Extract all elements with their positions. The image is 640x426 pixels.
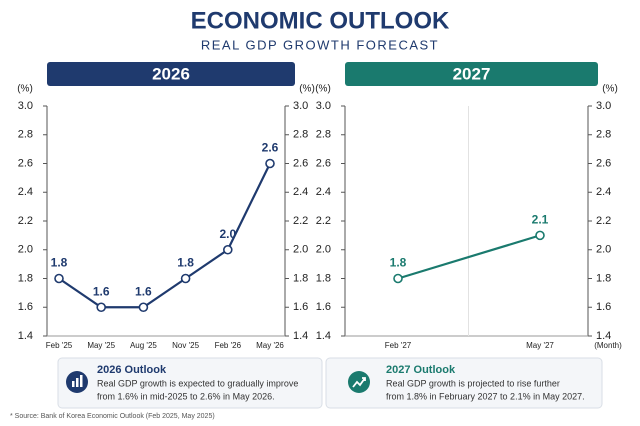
- point: [265, 158, 275, 169]
- note-text: Real GDP growth is expected to gradually…: [97, 378, 298, 388]
- data-label: 1.8: [51, 256, 68, 270]
- x-tick-label: Nov '25: [172, 341, 199, 350]
- panel-header: [345, 62, 598, 86]
- y-tick-label: 2.6: [316, 157, 331, 169]
- point: [180, 273, 191, 284]
- icon: [352, 377, 366, 388]
- y-tick-label: 2.2: [316, 215, 331, 227]
- data-label: 1.8: [177, 256, 194, 270]
- y-tick-label: 3.0: [293, 100, 308, 112]
- point: [535, 230, 545, 241]
- y-tick-label: 2.0: [18, 244, 33, 256]
- x-tick-label: Aug '25: [130, 341, 157, 350]
- x-tick-label: May '26: [256, 341, 284, 350]
- note-title: 2027 Outlook: [386, 364, 456, 376]
- icon: [76, 378, 79, 387]
- data-label: 1.8: [390, 256, 407, 270]
- y-tick-label: 3.0: [316, 100, 331, 112]
- y-tick-label: 2.0: [316, 244, 331, 256]
- point: [138, 302, 149, 313]
- y-axis-label: (%): [315, 84, 331, 95]
- y-tick-label: 2.4: [596, 186, 611, 198]
- x-tick-label: Feb '26: [215, 341, 242, 350]
- y-tick-label: 2.8: [18, 129, 33, 141]
- y-tick-label: 3.0: [596, 100, 611, 112]
- icon: [80, 375, 83, 387]
- y-tick-label: 2.0: [293, 244, 308, 256]
- data-label: 1.6: [135, 284, 152, 298]
- y-axis-label: (%): [17, 84, 33, 95]
- title: ECONOMIC OUTLOOK: [191, 7, 450, 34]
- y-tick-label: 2.8: [316, 129, 331, 141]
- note-text: Real GDP growth is projected to rise fur…: [386, 378, 560, 388]
- y-tick-label: 2.0: [596, 244, 611, 256]
- outlook-box: [57, 357, 323, 409]
- y-tick-label: 2.4: [316, 186, 331, 198]
- y-tick-label: 1.6: [596, 301, 611, 313]
- y-tick-label: 1.4: [293, 330, 308, 342]
- y-tick-label: 3.0: [18, 100, 33, 112]
- x-tick-label: May '27: [526, 341, 554, 350]
- y-axis-label: (%): [602, 84, 618, 95]
- y-tick-label: 1.4: [18, 330, 33, 342]
- y-axis-label: (%): [299, 84, 315, 95]
- note-text: from 1.6% in mid-2025 to 2.6% in May 202…: [97, 391, 275, 401]
- y-tick-label: 2.2: [596, 215, 611, 227]
- y-tick-label: 2.2: [18, 215, 33, 227]
- outlook-box: [325, 357, 603, 409]
- note-text: from 1.8% in February 2027 to 2.1% in Ma…: [386, 391, 585, 401]
- y-tick-label: 1.8: [18, 272, 33, 284]
- panel-header: [47, 62, 295, 86]
- icon: [362, 377, 366, 381]
- y-tick-label: 2.4: [293, 186, 308, 198]
- point: [223, 244, 233, 255]
- x-tick-label: Feb '25: [46, 341, 73, 350]
- data-label: 1.6: [93, 284, 110, 298]
- y-tick-label: 2.6: [18, 157, 33, 169]
- line: [397, 234, 541, 280]
- point: [96, 302, 106, 313]
- y-tick-label: 1.6: [293, 301, 308, 313]
- y-tick-label: 1.4: [596, 330, 611, 342]
- y-tick-label: 2.6: [293, 157, 308, 169]
- y-tick-label: 2.8: [596, 129, 611, 141]
- panel-title: 2026: [152, 64, 190, 83]
- line: [58, 163, 271, 309]
- y-tick-label: 1.8: [316, 272, 331, 284]
- y-tick-label: 1.6: [18, 301, 33, 313]
- y-tick-label: 1.8: [596, 272, 611, 284]
- point: [393, 273, 403, 284]
- y-tick-label: 1.6: [316, 301, 331, 313]
- y-tick-label: 1.4: [316, 330, 331, 342]
- source: * Source: Bank of Korea Economic Outlook…: [10, 413, 215, 420]
- icon: [72, 381, 75, 387]
- icon: [348, 371, 370, 393]
- y-tick-label: 2.6: [596, 157, 611, 169]
- point: [54, 273, 64, 284]
- data-label: 2.6: [262, 141, 279, 155]
- x-axis-label: (Month): [594, 341, 622, 350]
- y-tick-label: 2.8: [293, 129, 308, 141]
- panel-title: 2027: [453, 64, 491, 83]
- x-tick-label: May '25: [87, 341, 115, 350]
- y-tick-label: 1.8: [293, 272, 308, 284]
- data-label: 2.1: [532, 213, 549, 227]
- subtitle: REAL GDP GROWTH FORECAST: [201, 37, 439, 52]
- data-label: 2.0: [219, 227, 236, 241]
- x-tick-label: Feb '27: [385, 341, 412, 350]
- y-tick-label: 2.2: [293, 215, 308, 227]
- note-title: 2026 Outlook: [97, 364, 167, 376]
- y-tick-label: 2.4: [18, 186, 33, 198]
